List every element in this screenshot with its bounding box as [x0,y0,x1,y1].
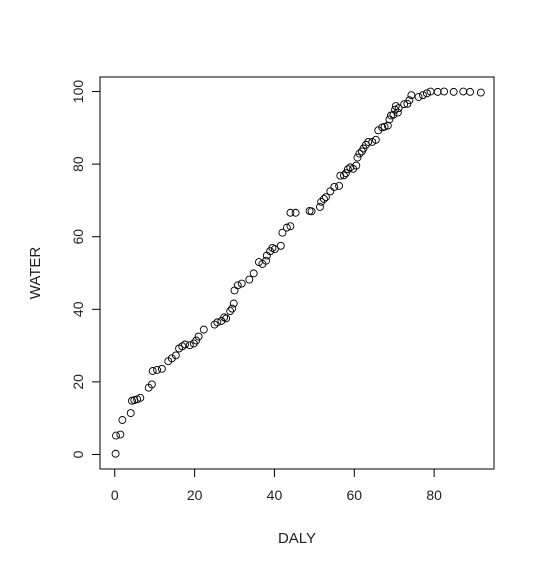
data-point [291,208,300,217]
data-point [316,202,324,211]
data-point [111,449,120,458]
data-point [371,135,380,144]
data-point [317,197,326,206]
data-point [352,161,361,170]
x-tick-label: 60 [346,487,362,503]
x-axis: 0 20 40 60 80 [111,468,442,503]
data-point [226,307,235,316]
data-point [276,241,285,250]
data-point [341,169,350,178]
data-point [440,87,449,96]
data-point [383,121,392,130]
data-point [449,87,458,96]
data-point [237,279,246,288]
data-point [389,110,398,119]
data-point [330,183,339,191]
data-point [220,313,229,322]
x-tick-label: 80 [426,487,442,503]
x-axis-title: DALY [278,530,316,547]
data-point [355,149,364,158]
data-point [254,258,263,267]
data-point [393,108,402,117]
data-point [394,104,403,113]
data-point [326,187,335,196]
data-point [126,409,135,418]
data-point [319,195,328,203]
data-point [228,304,237,313]
data-point [459,87,468,96]
data-point [118,416,127,424]
data-point [245,275,254,284]
data-point [361,140,370,149]
data-point [210,320,219,329]
data-point [112,431,120,440]
data-point [229,299,238,308]
data-point [476,88,485,97]
data-point [353,153,362,162]
data-point [385,115,394,124]
data-point [270,245,279,253]
data-point [364,138,373,146]
y-tick-label: 20 [70,374,86,390]
y-tick-label: 80 [70,156,86,172]
y-tick-label: 0 [70,450,86,458]
data-point [147,380,156,389]
y-axis: 0 20 40 60 80 100 [70,80,101,458]
data-point [167,354,176,363]
data-point [343,165,352,174]
data-point [321,193,330,202]
data-point [181,340,189,349]
data-point [153,365,162,374]
data-point [422,89,431,98]
x-tick-label: 0 [111,487,119,503]
data-point [307,207,316,216]
data-point [418,91,427,100]
data-point [189,339,198,348]
data-points [111,87,485,458]
data-point [222,314,231,323]
data-point [286,222,295,231]
y-tick-label: 40 [70,301,86,317]
data-point [148,367,157,375]
data-point [192,336,201,345]
data-point [286,208,295,217]
data-point [199,325,208,334]
data-point [339,171,348,180]
data-point [407,91,416,100]
data-point [116,430,125,439]
data-point [136,393,145,402]
data-point [282,223,291,232]
data-point [194,332,203,341]
data-point [230,286,239,295]
data-point [249,269,258,278]
y-tick-label: 60 [70,229,86,245]
data-point [157,364,166,373]
data-point [374,126,383,135]
data-point [466,87,474,96]
data-point [405,96,414,105]
data-point [433,87,442,96]
data-point [262,256,271,265]
data-point [335,181,344,190]
x-tick-label: 20 [187,487,203,503]
data-point [391,105,399,114]
data-point [414,93,423,101]
plot-frame [99,76,495,470]
data-point [213,318,222,327]
data-point [233,281,242,290]
y-axis-title: WATER [27,247,44,300]
data-point [185,341,194,350]
data-point [400,100,409,109]
data-point [278,228,287,237]
y-tick-label: 100 [70,80,86,104]
x-tick-label: 40 [267,487,283,503]
data-point [171,351,180,360]
data-point [380,122,389,131]
